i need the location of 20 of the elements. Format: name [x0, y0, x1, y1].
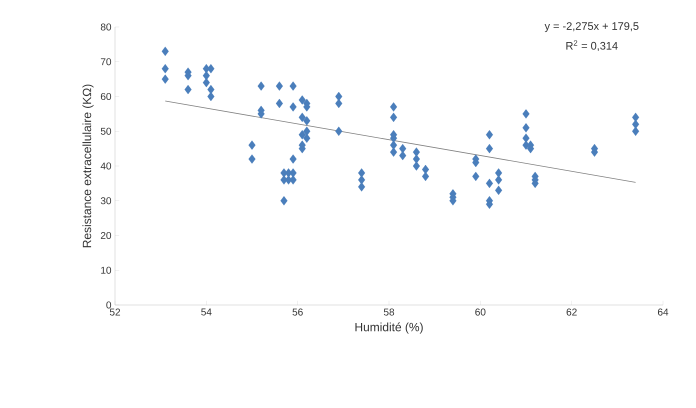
y-tick-label: 40 [100, 162, 112, 170]
y-tick-label: 50 [100, 128, 112, 135]
y-tick-label: 10 [101, 266, 112, 274]
annotation: y = -2,275x + 179,5 [544, 22, 638, 32]
x-tick-label: 56 [292, 308, 303, 316]
x-tick-label: 60 [475, 308, 486, 316]
x-tick-label: 64 [658, 308, 668, 316]
x-axis-title: Humidité (%) [355, 322, 423, 334]
y-tick-label: 60 [100, 92, 112, 100]
y-tick-label: 70 [100, 58, 112, 66]
y-tick-label: 0 [106, 301, 112, 309]
y-tick-label: 80 [100, 23, 112, 31]
x-tick-label: 52 [110, 308, 120, 316]
x-tick-label: 58 [384, 308, 394, 316]
y-tick-label: 30 [100, 197, 112, 204]
y-axis-title: Resistance extracellulaire (KΩ) [82, 84, 94, 248]
annotation: R$^{2}$ = 0,314 [566, 40, 618, 51]
x-tick-label: 62 [566, 308, 577, 316]
x-tick-label: 54 [201, 308, 212, 316]
y-tick-label: 20 [100, 232, 112, 240]
